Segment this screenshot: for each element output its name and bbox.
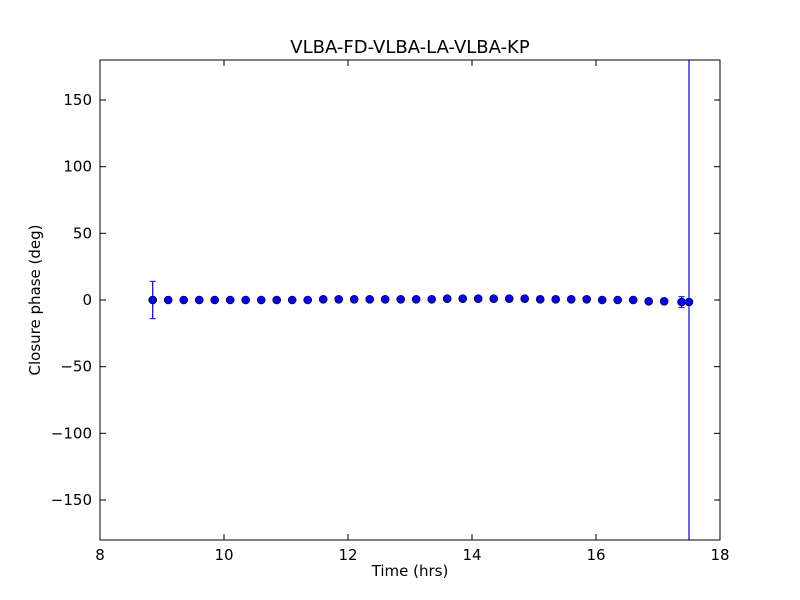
y-tick-label: 0	[82, 291, 92, 309]
y-axis-label: Closure phase (deg)	[26, 225, 44, 376]
data-point	[396, 295, 406, 304]
x-tick-label: 10	[214, 546, 233, 564]
data-point	[179, 295, 188, 305]
x-tick-label: 8	[95, 546, 105, 564]
data-point	[272, 295, 282, 305]
data-point	[684, 297, 694, 307]
data-point	[148, 295, 157, 305]
data-point	[659, 297, 669, 306]
data-point	[303, 295, 313, 305]
data-point	[582, 295, 592, 304]
data-point	[349, 295, 359, 304]
y-tick-label: −100	[51, 424, 92, 442]
data-point	[442, 294, 452, 303]
data-point	[458, 294, 468, 303]
x-tick-label: 16	[586, 546, 605, 564]
data-point	[520, 294, 530, 303]
data-point	[489, 294, 499, 303]
data-point	[535, 295, 545, 304]
ticks-layer: 8 10 12 14 16 18 −150 −100 −50 0 50 100 150	[51, 60, 730, 564]
data-point	[318, 295, 328, 304]
data-point	[194, 295, 204, 305]
x-tick-label: 12	[338, 546, 357, 564]
y-tick-label: −50	[60, 358, 92, 376]
chart-title: VLBA-FD-VLBA-LA-VLBA-KP	[290, 37, 530, 58]
data-point	[210, 295, 219, 305]
data-point	[334, 295, 344, 304]
data-point	[566, 295, 576, 304]
data-point	[163, 295, 173, 305]
data-point	[644, 297, 654, 306]
data-point	[287, 295, 297, 305]
data-point	[225, 295, 235, 305]
data-point	[551, 295, 561, 304]
x-tick-label: 14	[462, 546, 481, 564]
data-point	[613, 295, 623, 305]
data-point	[504, 294, 514, 303]
data-point	[677, 297, 686, 307]
y-tick-label: −150	[51, 491, 92, 509]
y-tick-label: 50	[73, 224, 92, 242]
data-point	[411, 295, 421, 304]
x-tick-label: 18	[710, 546, 729, 564]
plot-frame	[99, 59, 721, 541]
x-axis-label: Time (hrs)	[371, 562, 449, 580]
data-point	[365, 295, 375, 304]
data-point	[597, 295, 607, 305]
y-tick-label: 100	[63, 158, 92, 176]
data-point	[241, 295, 250, 305]
data-point	[380, 295, 390, 304]
data-point	[427, 295, 437, 304]
data-point	[628, 295, 638, 305]
data-point	[473, 294, 483, 303]
plot-layer	[148, 60, 694, 540]
y-tick-label: 150	[63, 91, 92, 109]
data-point	[256, 295, 266, 305]
